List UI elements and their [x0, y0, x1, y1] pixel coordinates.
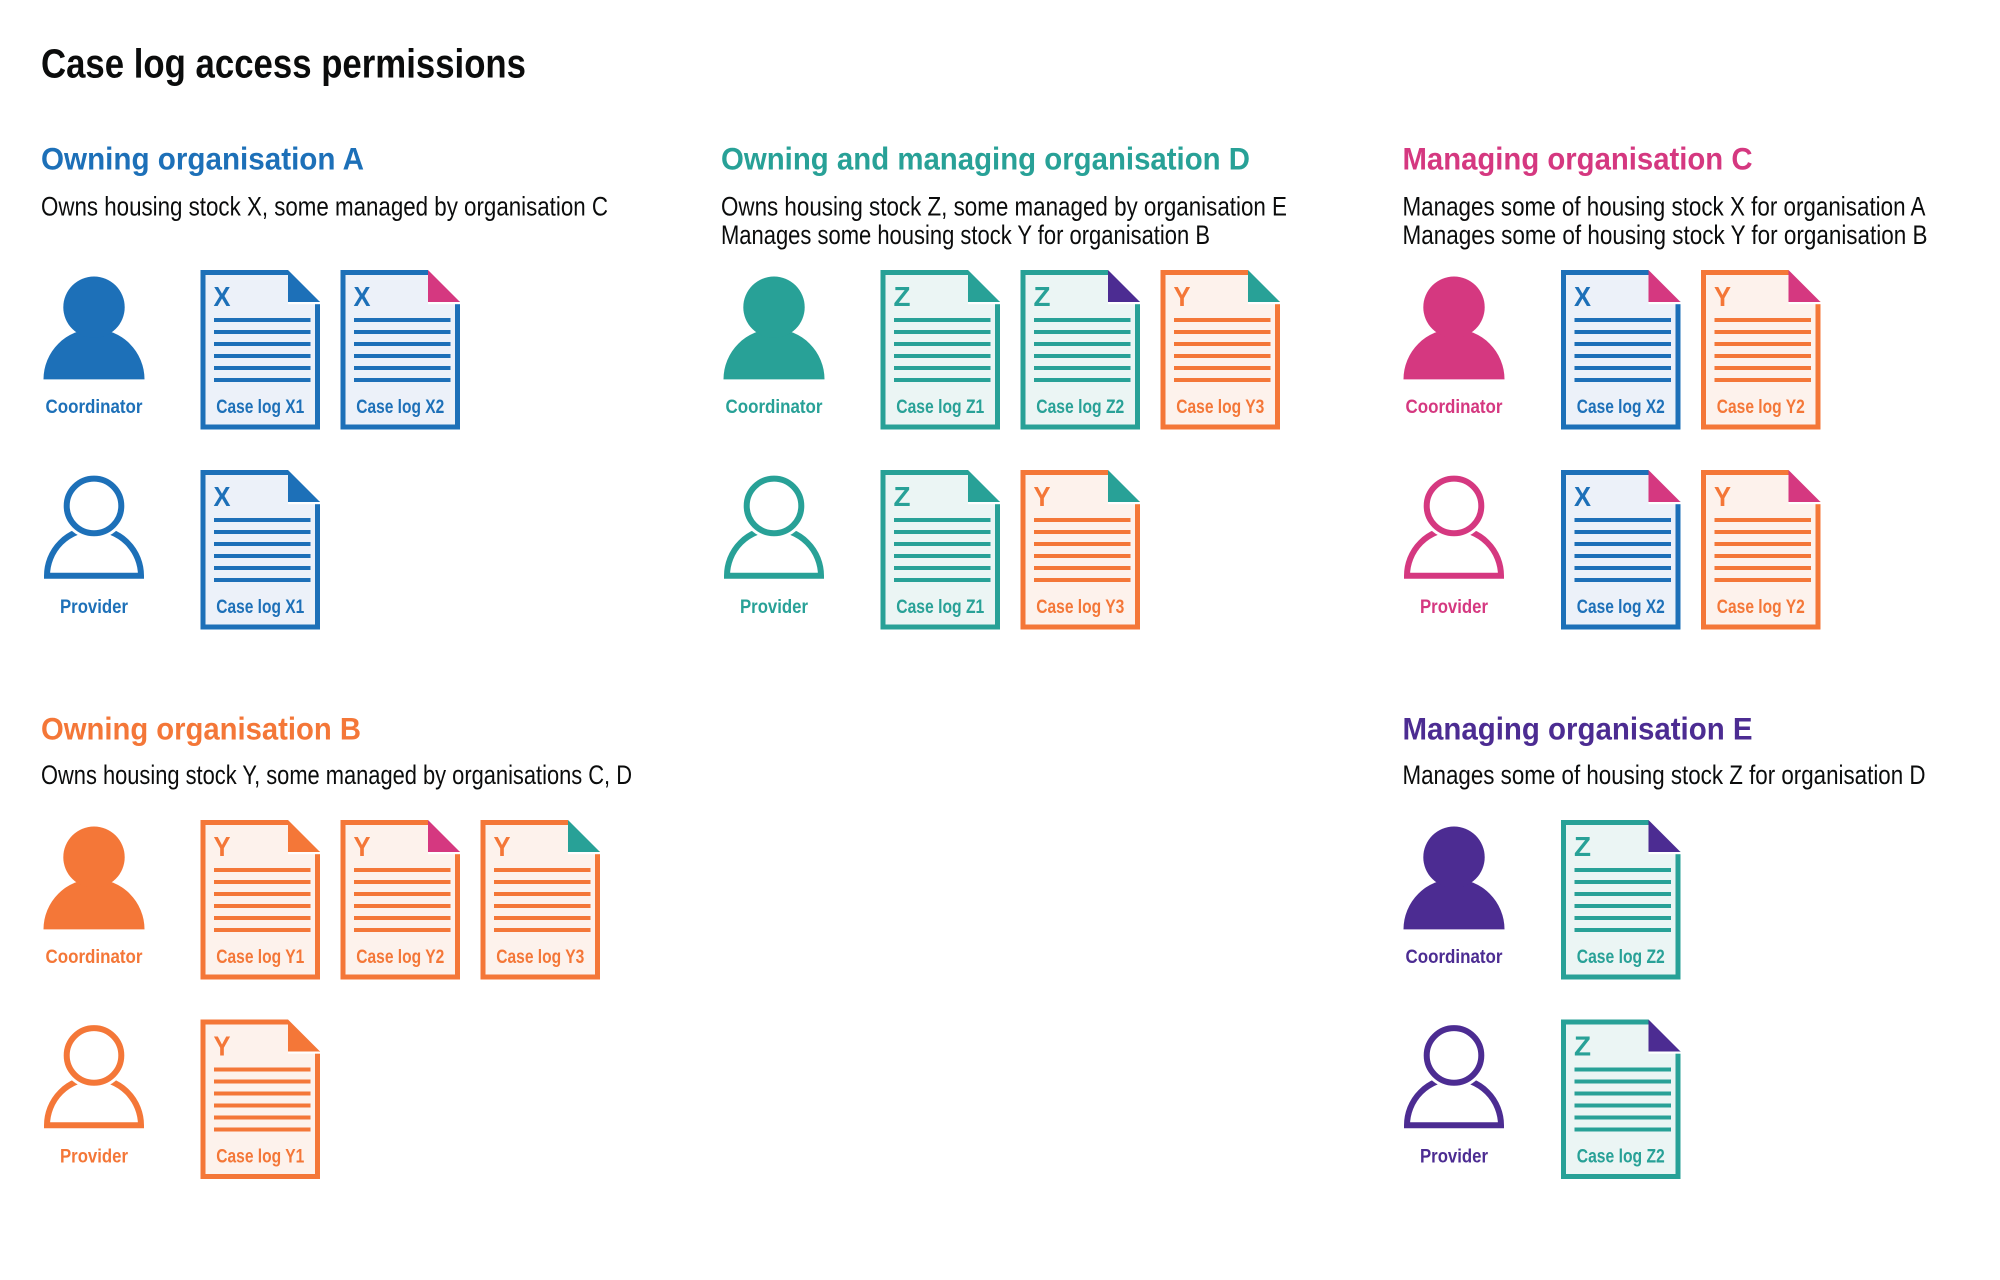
svg-text:Y: Y — [1714, 481, 1731, 512]
svg-text:Owns housing stock X, some man: Owns housing stock X, some managed by or… — [41, 191, 608, 221]
svg-text:Y: Y — [1174, 281, 1191, 312]
svg-text:Case log Z1: Case log Z1 — [896, 396, 984, 418]
svg-text:Case log access permissions: Case log access permissions — [41, 41, 526, 87]
svg-text:Case log Y2: Case log Y2 — [1717, 396, 1805, 418]
svg-text:Coordinator: Coordinator — [726, 396, 823, 418]
svg-text:Case log Y2: Case log Y2 — [356, 946, 444, 968]
svg-text:Provider: Provider — [1420, 596, 1488, 618]
svg-text:Case log Z2: Case log Z2 — [1577, 1146, 1665, 1168]
svg-text:Managing organisation C: Managing organisation C — [1403, 141, 1753, 177]
svg-text:Owning and managing organisati: Owning and managing organisation D — [721, 141, 1250, 177]
svg-text:Owns housing stock Y, some man: Owns housing stock Y, some managed by or… — [41, 760, 632, 790]
svg-text:Case log Y3: Case log Y3 — [496, 946, 584, 968]
svg-text:Coordinator: Coordinator — [1406, 396, 1503, 418]
svg-text:X: X — [1574, 281, 1591, 312]
svg-text:Z: Z — [1574, 831, 1591, 862]
svg-text:Provider: Provider — [60, 1146, 128, 1168]
svg-text:Case log X2: Case log X2 — [1577, 596, 1665, 618]
svg-text:Manages some of housing stock: Manages some of housing stock Y for orga… — [1403, 220, 1928, 250]
svg-text:Owning organisation A: Owning organisation A — [41, 141, 364, 177]
svg-text:X: X — [354, 281, 371, 312]
svg-text:Provider: Provider — [60, 596, 128, 618]
svg-text:Z: Z — [894, 481, 911, 512]
svg-text:Case log Z2: Case log Z2 — [1577, 946, 1665, 968]
svg-text:Z: Z — [1034, 281, 1051, 312]
svg-text:Case log Y3: Case log Y3 — [1176, 396, 1264, 418]
svg-text:Provider: Provider — [1420, 1146, 1488, 1168]
svg-text:Coordinator: Coordinator — [46, 396, 143, 418]
svg-text:Case log Z2: Case log Z2 — [1036, 396, 1124, 418]
svg-text:Y: Y — [1714, 281, 1731, 312]
svg-text:Case log Y2: Case log Y2 — [1717, 596, 1805, 618]
svg-text:Case log Y1: Case log Y1 — [216, 1146, 304, 1168]
svg-text:Provider: Provider — [740, 596, 808, 618]
svg-text:Case log X1: Case log X1 — [216, 596, 304, 618]
svg-text:X: X — [1574, 481, 1591, 512]
svg-text:Managing organisation E: Managing organisation E — [1403, 711, 1753, 747]
svg-text:Case log Z1: Case log Z1 — [896, 596, 984, 618]
svg-text:Case log X2: Case log X2 — [356, 396, 444, 418]
svg-text:Coordinator: Coordinator — [46, 946, 143, 968]
svg-text:Case log Y1: Case log Y1 — [216, 946, 304, 968]
svg-text:Manages some housing stock Y f: Manages some housing stock Y for organis… — [721, 220, 1210, 250]
svg-text:Case log X1: Case log X1 — [216, 396, 304, 418]
svg-text:Case log X2: Case log X2 — [1577, 396, 1665, 418]
svg-text:Y: Y — [354, 831, 371, 862]
svg-text:Manages some of housing stock: Manages some of housing stock X for orga… — [1403, 191, 1926, 221]
svg-text:X: X — [214, 281, 231, 312]
svg-text:Owning organisation B: Owning organisation B — [41, 711, 361, 747]
svg-text:Y: Y — [214, 1031, 231, 1062]
svg-text:Case log Y3: Case log Y3 — [1036, 596, 1124, 618]
svg-text:Z: Z — [1574, 1031, 1591, 1062]
svg-text:Y: Y — [214, 831, 231, 862]
svg-text:Y: Y — [494, 831, 511, 862]
svg-text:Z: Z — [894, 281, 911, 312]
svg-text:Y: Y — [1034, 481, 1051, 512]
svg-text:Owns housing stock Z, some man: Owns housing stock Z, some managed by or… — [721, 191, 1287, 221]
svg-text:Coordinator: Coordinator — [1406, 946, 1503, 968]
svg-text:Manages some of housing stock: Manages some of housing stock Z for orga… — [1403, 760, 1926, 790]
svg-text:X: X — [214, 481, 231, 512]
